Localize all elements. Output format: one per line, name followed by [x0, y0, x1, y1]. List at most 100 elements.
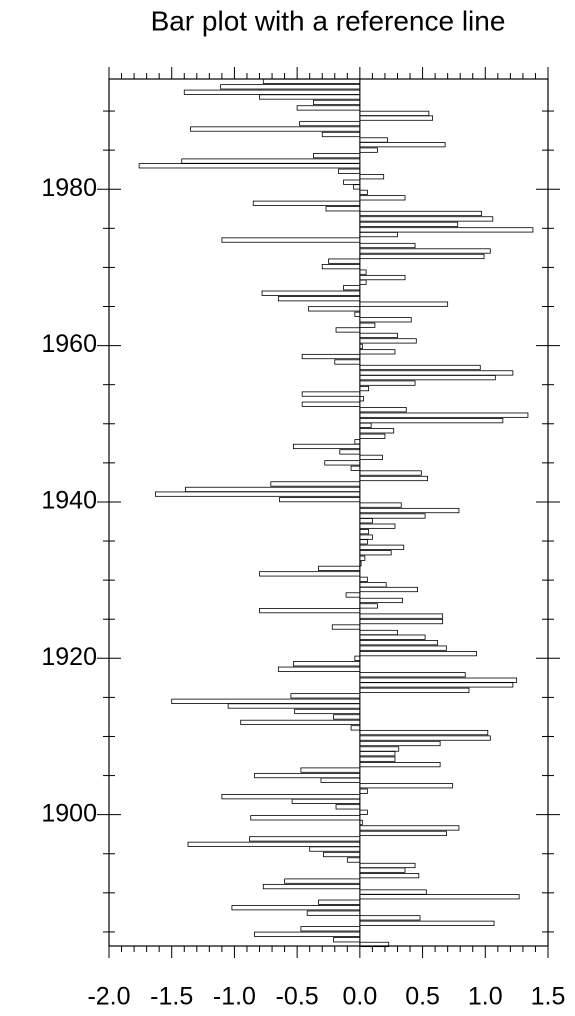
bar	[359, 550, 392, 556]
bar	[187, 841, 361, 847]
bar	[359, 740, 441, 747]
bar	[359, 475, 428, 482]
x-tick-label: 1.5	[531, 983, 566, 1011]
bar	[359, 687, 470, 693]
bar	[277, 666, 361, 672]
bar	[359, 279, 367, 285]
bar	[359, 920, 495, 926]
bar	[359, 555, 366, 561]
bar	[359, 210, 482, 217]
y-tick-label: 1940	[41, 487, 97, 515]
x-tick-label: -0.5	[276, 983, 319, 1011]
bar	[291, 798, 361, 804]
bar	[313, 153, 361, 159]
bar	[345, 592, 361, 598]
plot-frame	[108, 78, 549, 947]
bar	[359, 518, 373, 524]
bar	[277, 296, 361, 302]
bar	[359, 634, 426, 640]
bar	[359, 523, 396, 529]
bar	[350, 725, 361, 731]
bar	[359, 746, 400, 752]
bar	[359, 349, 396, 355]
bar	[259, 571, 361, 577]
bar	[309, 846, 361, 852]
bar	[359, 380, 416, 386]
bar	[254, 931, 361, 937]
bar	[359, 539, 368, 545]
bar	[359, 513, 426, 519]
bar	[343, 179, 361, 185]
bar	[359, 867, 406, 873]
bar	[331, 624, 361, 630]
bar	[346, 857, 361, 863]
bar	[313, 99, 361, 106]
bar	[359, 756, 396, 762]
bar	[359, 651, 477, 657]
bar	[354, 311, 361, 317]
bar	[359, 534, 373, 540]
bar	[320, 777, 361, 783]
bar	[333, 937, 361, 943]
bar	[359, 830, 447, 837]
bar	[359, 613, 444, 619]
bar	[359, 338, 417, 344]
x-tick-label: -2.0	[87, 983, 130, 1011]
bar	[227, 703, 361, 709]
bar	[359, 889, 427, 895]
bar	[359, 645, 447, 651]
bar	[359, 809, 368, 815]
bar	[359, 915, 421, 921]
bar	[323, 851, 361, 858]
bar	[221, 794, 361, 800]
bar	[231, 905, 361, 911]
bar	[343, 285, 361, 291]
bar	[359, 253, 485, 260]
x-tick-label: 1.0	[468, 983, 503, 1011]
bar	[290, 693, 361, 699]
bar	[359, 110, 430, 116]
bar	[190, 126, 361, 132]
bar	[359, 418, 504, 424]
bar	[301, 353, 361, 360]
bar	[240, 719, 361, 726]
bar	[359, 762, 441, 768]
bar	[261, 290, 361, 296]
bar	[359, 385, 370, 392]
bar	[359, 470, 422, 476]
bar	[359, 317, 412, 323]
bar	[359, 364, 481, 371]
bar	[359, 454, 383, 460]
x-tick-label: -1.5	[150, 983, 193, 1011]
bar	[359, 370, 514, 376]
y-tick-label: 1920	[41, 643, 97, 671]
bar	[328, 258, 361, 264]
bar	[252, 200, 361, 206]
bar	[359, 375, 496, 381]
bar	[359, 544, 405, 550]
bar	[359, 894, 520, 900]
bar	[359, 301, 449, 307]
bar	[359, 873, 420, 879]
bar	[353, 184, 361, 190]
bar	[279, 497, 361, 503]
bar	[359, 412, 529, 418]
bar	[155, 491, 361, 497]
bar	[359, 137, 388, 143]
bar	[359, 433, 386, 439]
bar	[354, 439, 361, 445]
bar	[359, 216, 494, 222]
bar	[359, 618, 444, 625]
bar	[359, 428, 395, 434]
bar	[292, 661, 361, 667]
bar	[359, 231, 398, 238]
bar	[359, 407, 407, 413]
bar	[359, 597, 403, 604]
bar	[338, 168, 361, 174]
bar	[301, 391, 361, 397]
bar	[350, 465, 361, 471]
bar	[359, 677, 518, 683]
bar	[359, 603, 378, 609]
bar	[270, 481, 361, 487]
